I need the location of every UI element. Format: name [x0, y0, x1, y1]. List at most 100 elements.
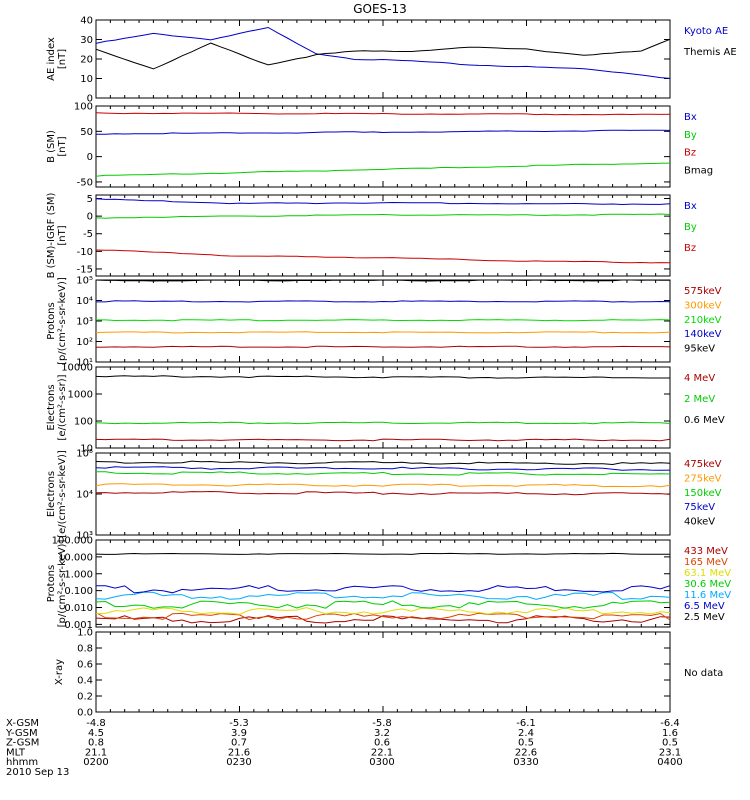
footer-value: 0200 — [83, 757, 108, 768]
legend-entry: 95keV — [684, 344, 715, 355]
y-tick-label: 0.8 — [77, 644, 93, 655]
footer-value: 0.5 — [662, 738, 678, 749]
y-axis-label: Protons[p/(cm²-s-sr-keV)] — [46, 277, 68, 365]
series-line-165-mev — [95, 612, 671, 621]
footer-value: 0330 — [513, 757, 538, 768]
series-line-63-1-mev — [95, 607, 671, 615]
y-tick-label: 0.0 — [77, 708, 93, 719]
series-line-11-6-mev — [95, 591, 671, 600]
legend-entry: 575keV — [684, 286, 722, 297]
y-tick-label: 10³ — [76, 317, 93, 328]
footer-value: 22.1 — [371, 747, 393, 758]
panel-frame — [95, 194, 671, 277]
series-line-210kev — [96, 319, 671, 322]
y-tick-label: 10³ — [76, 531, 93, 542]
legend-entry: 275keV — [684, 473, 722, 484]
y-tick-label: 0.100 — [64, 586, 93, 597]
legend-entry: By — [684, 222, 697, 233]
legend-entry: Bz — [684, 243, 696, 254]
y-tick-label: 1.0 — [77, 628, 93, 639]
panels: 0 10 20 30 40 AE index[nT] Kyoto AE Themis AE -5… — [46, 16, 737, 719]
footer-value: -4.8 — [86, 718, 106, 729]
footer-value: -5.3 — [229, 718, 249, 729]
series-line-by — [95, 213, 671, 219]
y-axis-label: B (SM)-IGRF (SM)[nT] — [46, 193, 68, 279]
legend-entry: Bx — [684, 112, 697, 123]
footer-value: 0.7 — [231, 738, 247, 749]
y-axis-label: AE index[nT] — [46, 37, 68, 81]
legend-entry: 75keV — [684, 502, 715, 513]
y-tick-label: 100.000 — [52, 536, 93, 547]
y-tick-label: 0.6 — [77, 660, 93, 671]
footer-value: 3.2 — [374, 728, 390, 739]
legend-entry: 40keV — [684, 517, 715, 528]
y-tick-label: 10¹ — [76, 358, 93, 369]
panel-frame — [95, 539, 671, 628]
panel-frame — [95, 366, 671, 449]
footer-value: 4.5 — [88, 728, 104, 739]
y-tick-label: 10⁵ — [76, 276, 93, 287]
y-axis-label: Protons[p/(cm²-s-sr-keV)] — [46, 540, 68, 628]
footer-value: 22.6 — [515, 747, 537, 758]
legend-entry: 6.5 MeV — [684, 601, 725, 612]
series-line-40kev — [95, 460, 671, 466]
legend-entry: Bmag — [684, 165, 713, 176]
footer-row-label: Z-GSM — [6, 738, 39, 749]
footer-value: 2.4 — [518, 728, 534, 739]
legend-entry: 150keV — [684, 488, 722, 499]
series-line-75kev — [95, 466, 671, 471]
legend-entry: Bz — [684, 148, 696, 159]
y-tick-label: 10⁴ — [76, 296, 93, 307]
legend-entry: 2 MeV — [684, 394, 715, 405]
y-tick-label: -15 — [77, 264, 93, 275]
legend-entry: By — [684, 130, 697, 141]
series-line-4-mev — [95, 438, 671, 442]
panel-frame — [95, 631, 671, 713]
y-tick-label: 10 — [80, 74, 93, 85]
footer-row-label: hhmm — [6, 757, 38, 768]
footer-value: 3.9 — [231, 728, 247, 739]
series-line-475kev — [95, 490, 671, 496]
footer-value: 0300 — [369, 757, 394, 768]
footer-value: -5.8 — [372, 718, 392, 729]
y-tick-label: 0.001 — [64, 620, 93, 631]
panel-bigrf: -15 -10 -5 0 5 B (SM)-IGRF (SM)[nT] Bx By Bz — [46, 193, 697, 279]
legend-entry: 300keV — [684, 300, 722, 311]
y-tick-label: 10 — [80, 444, 93, 455]
footer-value: 1.6 — [662, 728, 678, 739]
series-line-themis-ae — [95, 38, 671, 70]
y-tick-label: 1000 — [68, 390, 93, 401]
y-axis-label: X-ray — [54, 659, 65, 685]
legend-entry: 475keV — [684, 459, 722, 470]
footer-row-label: X-GSM — [6, 718, 39, 729]
series-line-kyoto-ae — [95, 26, 671, 79]
y-tick-label: -5 — [83, 229, 93, 240]
legend-entry: 140keV — [684, 329, 722, 340]
y-tick-label: 100 — [74, 102, 93, 113]
footer-value: 23.1 — [659, 747, 681, 758]
no-data-note: No data — [684, 668, 723, 679]
footer-value: 0.6 — [374, 738, 390, 749]
footer-value: 21.1 — [85, 747, 107, 758]
y-tick-label: 10⁴ — [76, 490, 93, 501]
legend-entry: Themis AE — [683, 47, 737, 58]
y-tick-label: 10000 — [61, 363, 93, 374]
series-line-bx — [95, 129, 671, 135]
panel-ae: 0 10 20 30 40 AE index[nT] Kyoto AE Themis AE — [46, 16, 737, 105]
y-tick-label: 0 — [87, 212, 93, 223]
series-line-30-6-mev — [95, 600, 671, 609]
panel-electrons_kev: 10³ 10⁴ 10⁵ Electrons[e/(cm²-s-sr-keV)] 475k… — [46, 449, 722, 542]
legend-entry: 2.5 MeV — [684, 612, 725, 623]
y-tick-label: 40 — [80, 16, 93, 27]
legend-entry: 433 MeV — [684, 546, 728, 557]
series-line-bz — [95, 249, 671, 264]
footer-value: 21.6 — [228, 747, 250, 758]
footer-value: -6.1 — [516, 718, 536, 729]
panel-frame — [95, 105, 671, 188]
y-tick-label: 1.000 — [64, 569, 93, 580]
series-line-0-6-mev — [95, 375, 670, 379]
series-line-2-5-mev — [95, 552, 670, 555]
series-line-6-5-mev — [95, 585, 671, 594]
